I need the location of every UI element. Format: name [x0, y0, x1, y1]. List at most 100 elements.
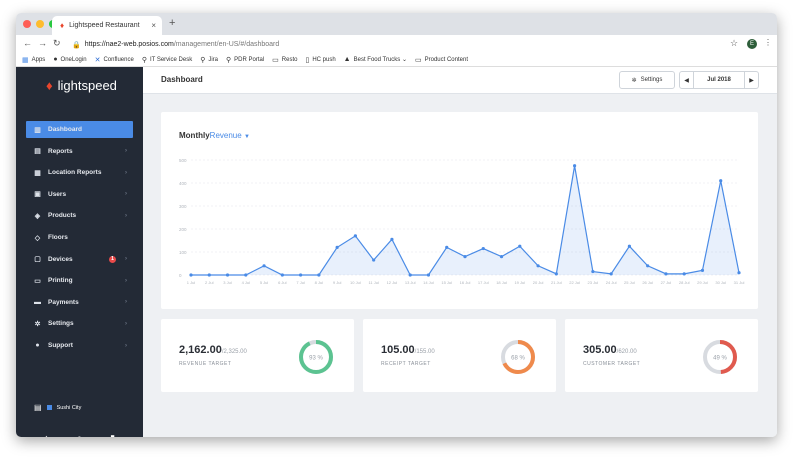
kpi-card: 2,162.00/2,325.00 REVENUE TARGET 93 %	[161, 319, 354, 392]
data-point[interactable]	[445, 245, 449, 249]
data-point[interactable]	[518, 244, 522, 248]
kpi-target: /620.00	[616, 349, 637, 355]
bookmark-product-content[interactable]: ▭ Product Content	[415, 56, 468, 64]
reload-icon[interactable]: ↻	[53, 38, 61, 48]
url-host: https://nae2-web.posios.com	[84, 41, 174, 48]
bookmark-resto[interactable]: ▭ Resto	[272, 56, 298, 64]
data-point[interactable]	[408, 273, 412, 277]
sidebar-item-printing[interactable]: ▭ Printing ›	[26, 272, 133, 289]
data-point[interactable]	[646, 264, 650, 268]
data-point[interactable]	[627, 244, 631, 248]
bookmark-star-icon[interactable]: ☆	[730, 38, 739, 48]
x-tick-label: 27 Jul	[661, 280, 672, 285]
notifications-bell-icon[interactable]: ♠	[44, 433, 49, 437]
bookmark-pdr-portal[interactable]: ⚲ PDR Portal	[226, 56, 265, 64]
x-tick-label: 13 Jul	[405, 280, 416, 285]
revenue-area	[191, 165, 739, 275]
sidebar-item-reports[interactable]: ▤ Reports ›	[26, 143, 133, 160]
data-point[interactable]	[426, 273, 431, 277]
x-tick-label: 9 Jul	[333, 280, 342, 285]
current-period[interactable]: Jul 2018	[707, 77, 731, 83]
data-point[interactable]	[719, 179, 723, 183]
sidebar-item-location-reports[interactable]: ▦ Location Reports ›	[26, 164, 133, 181]
new-tab-button[interactable]: +	[169, 17, 176, 29]
sidebar-item-settings[interactable]: ✲ Settings ›	[26, 315, 133, 332]
bookmark-jira[interactable]: ⚲ Jira	[200, 56, 218, 64]
back-icon[interactable]: ←	[23, 38, 32, 48]
bookmark-it-service-desk[interactable]: ⚲ IT Service Desk	[141, 56, 193, 64]
settings-button[interactable]: ✲ Settings	[619, 71, 675, 89]
data-point[interactable]	[390, 237, 394, 241]
data-point[interactable]	[244, 273, 248, 277]
sidebar-item-label: Location Reports	[48, 169, 102, 177]
bookmark-onelogin[interactable]: ● OneLogin	[53, 56, 87, 63]
data-point[interactable]	[481, 246, 485, 251]
kpi-label: REVENUE TARGET	[179, 361, 232, 367]
bookmark-confluence[interactable]: ✕ Confluence	[94, 56, 134, 64]
minimize-window-button[interactable]	[36, 20, 44, 28]
notification-badge: 1	[109, 255, 116, 263]
x-tick-label: 23 Jul	[588, 280, 599, 285]
data-point[interactable]	[280, 273, 284, 277]
bookmark-best-food-trucks[interactable]: ▲ Best Food Trucks ⌄	[343, 56, 407, 63]
data-point[interactable]	[536, 264, 540, 268]
bookmark-hc-push[interactable]: ▯ HC push	[305, 56, 336, 64]
sidebar-item-label: Products	[48, 212, 77, 220]
sidebar-item-payments[interactable]: ▬ Payments ›	[26, 294, 133, 311]
data-point[interactable]	[609, 272, 613, 276]
data-point[interactable]	[189, 273, 193, 277]
browser-menu-icon[interactable]: ⋮	[764, 38, 772, 47]
bookmark-apps[interactable]: ▦ Apps	[22, 56, 46, 64]
x-tick-label: 19 Jul	[514, 280, 525, 285]
store-name: Sushi City	[56, 404, 82, 411]
sidebar-item-floors[interactable]: ◇ Floors	[26, 229, 133, 246]
apps-grid-icon: ▦	[22, 56, 29, 64]
sidebar-item-label: Settings	[48, 320, 74, 328]
tab-close-icon[interactable]: ×	[151, 21, 156, 30]
data-point[interactable]	[554, 272, 558, 276]
progress-donut: 49 %	[703, 340, 737, 374]
sidebar-item-products[interactable]: ◈ Products ›	[26, 207, 133, 224]
data-point[interactable]	[591, 269, 595, 274]
metric-selector[interactable]: Revenue ▼	[209, 131, 250, 140]
x-tick-label: 30 Jul	[715, 280, 726, 285]
data-point[interactable]	[737, 271, 741, 275]
next-period-icon[interactable]: ▶	[744, 72, 758, 88]
data-point[interactable]	[299, 273, 303, 277]
x-tick-label: 11 Jul	[368, 280, 378, 285]
data-point[interactable]	[463, 255, 467, 259]
previous-period-icon[interactable]: ◀	[680, 72, 694, 88]
url-field[interactable]: 🔒 https://nae2-web.posios.com /managemen…	[72, 38, 742, 51]
x-tick-label: 1 Jul	[187, 280, 196, 285]
logout-icon[interactable]: ▮	[110, 433, 115, 437]
data-point[interactable]	[499, 255, 504, 259]
data-point[interactable]	[573, 164, 577, 168]
data-point[interactable]	[664, 272, 668, 276]
sidebar-item-devices[interactable]: ▢ Devices 1 ›	[26, 251, 133, 268]
data-point[interactable]	[682, 272, 686, 276]
store-selector[interactable]: ▤ Sushi City	[34, 403, 81, 412]
donut-percent-label: 93 %	[309, 356, 323, 362]
sidebar-item-support[interactable]: ● Support ›	[26, 337, 133, 354]
account-icon[interactable]: ●	[77, 433, 82, 437]
data-point[interactable]	[335, 245, 339, 249]
forward-icon[interactable]: →	[38, 38, 47, 48]
sidebar-item-users[interactable]: ▣ Users ›	[26, 186, 133, 203]
lock-icon: 🔒	[72, 41, 81, 49]
data-point[interactable]	[372, 258, 376, 262]
data-point[interactable]	[262, 264, 266, 268]
y-tick-label: 300	[179, 204, 187, 209]
profile-avatar[interactable]: E	[747, 39, 757, 49]
y-tick-label: 200	[179, 227, 187, 232]
data-point[interactable]	[700, 268, 705, 272]
data-point[interactable]	[207, 273, 211, 277]
sidebar-item-dashboard[interactable]: ▥ Dashboard	[26, 121, 133, 138]
close-window-button[interactable]	[23, 20, 31, 28]
browser-tab[interactable]: ♦ Lightspeed Restaurant ×	[52, 16, 162, 35]
chevron-right-icon: ›	[125, 212, 127, 219]
brand-logo[interactable]: ♦ lightspeed	[46, 78, 117, 93]
x-tick-label: 28 Jul	[679, 280, 690, 285]
data-point[interactable]	[317, 273, 321, 277]
data-point[interactable]	[353, 234, 357, 238]
data-point[interactable]	[225, 273, 230, 277]
